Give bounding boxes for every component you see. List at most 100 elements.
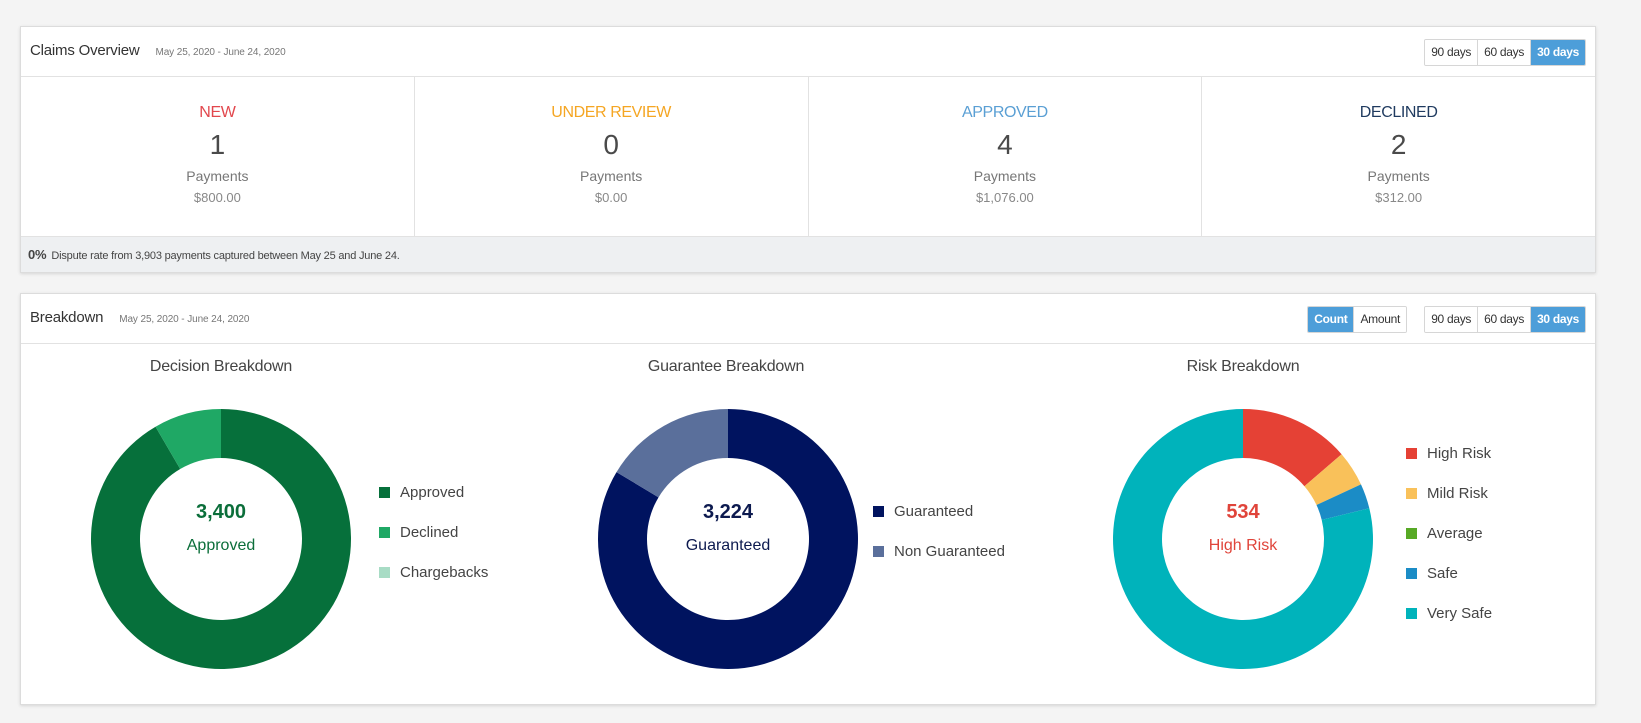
metric-amount-button[interactable]: Amount (1353, 307, 1406, 332)
stat-amount: $0.00 (594, 190, 628, 205)
legend-label: Average (1427, 524, 1483, 542)
stat-declined[interactable]: DECLINED 2 Payments $312.00 (1201, 77, 1595, 236)
stat-unit: Payments (973, 168, 1036, 184)
decision-breakdown-chart: Decision Breakdown 3,400 Approved Approv… (21, 344, 541, 704)
legend-swatch (873, 505, 884, 517)
legend-label: Non Guaranteed (894, 542, 1005, 560)
legend-swatch (379, 526, 390, 538)
breakdown-date-range: May 25, 2020 - June 24, 2020 (119, 314, 250, 325)
claims-overview-header: Claims Overview May 25, 2020 - June 24, … (21, 27, 1595, 77)
stat-label: DECLINED (1359, 104, 1438, 121)
metric-count-button[interactable]: Count (1308, 307, 1354, 332)
stat-amount: $312.00 (1375, 190, 1423, 205)
legend-label: High Risk (1427, 444, 1492, 462)
legend-item-very-safe[interactable]: Very Safe (1406, 603, 1492, 623)
chart-title: Guarantee Breakdown (647, 358, 805, 375)
risk-donut (1113, 409, 1373, 669)
breakdown-range-90-button[interactable]: 90 days (1425, 307, 1478, 332)
legend-item-chargebacks[interactable]: Chargebacks (379, 562, 488, 582)
stat-label: UNDER REVIEW (551, 104, 671, 121)
metric-toggle: Count Amount (1307, 306, 1407, 333)
claims-range-90-button[interactable]: 90 days (1425, 40, 1478, 65)
guarantee-breakdown-chart: Guarantee Breakdown 3,224 Guaranteed Gua… (541, 344, 1061, 704)
decision-legend: Approved Declined Chargebacks (379, 482, 488, 602)
donut-center-label: High Risk (1208, 537, 1278, 554)
legend-swatch (1406, 447, 1417, 459)
donut-slice-non-guaranteed[interactable] (616, 409, 728, 498)
claims-range-toggle: 90 days 60 days 30 days (1424, 39, 1586, 66)
stat-amount: $1,076.00 (975, 190, 1034, 205)
stat-under-review[interactable]: UNDER REVIEW 0 Payments $0.00 (413, 77, 808, 236)
legend-swatch (379, 566, 390, 578)
legend-label: Chargebacks (400, 563, 489, 581)
legend-label: Guaranteed (894, 502, 974, 520)
claims-date-range: May 25, 2020 - June 24, 2020 (155, 47, 286, 58)
donut-center-label: Approved (186, 537, 256, 554)
stat-unit: Payments (186, 168, 249, 184)
donut-slice-guaranteed[interactable] (598, 409, 858, 669)
donut-slice-very-safe[interactable] (1113, 409, 1373, 669)
chart-title: Decision Breakdown (149, 358, 293, 375)
legend-label: Approved (400, 483, 465, 501)
breakdown-range-30-button[interactable]: 30 days (1530, 307, 1585, 332)
donut-slice-approved[interactable] (90, 409, 351, 669)
claims-range-30-button[interactable]: 30 days (1530, 40, 1585, 65)
donut-slice-safe[interactable] (1316, 484, 1370, 520)
panel-title: Breakdown May 25, 2020 - June 24, 2020 (30, 309, 249, 326)
breakdown-range-60-button[interactable]: 60 days (1477, 307, 1531, 332)
legend-label: Declined (400, 523, 459, 541)
risk-breakdown-chart: Risk Breakdown 534 High Risk High Risk M… (1061, 344, 1597, 704)
legend-swatch (1406, 567, 1417, 579)
legend-item-non-guaranteed[interactable]: Non Guaranteed (873, 541, 1005, 561)
stat-unit: Payments (580, 168, 643, 184)
risk-legend: High Risk Mild Risk Average Safe Very Sa… (1406, 443, 1492, 643)
claims-overview-panel: Claims Overview May 25, 2020 - June 24, … (20, 26, 1596, 273)
stat-amount: $800.00 (193, 190, 241, 205)
claims-range-60-button[interactable]: 60 days (1477, 40, 1531, 65)
stat-count: 0 (603, 129, 619, 160)
legend-label: Mild Risk (1427, 484, 1488, 502)
breakdown-range-toggle: 90 days 60 days 30 days (1424, 306, 1586, 333)
stat-label: APPROVED (962, 104, 1048, 121)
dispute-rate-value: 0% (28, 247, 47, 262)
decision-donut (90, 409, 351, 669)
stat-approved[interactable]: APPROVED 4 Payments $1,076.00 (807, 77, 1202, 236)
guarantee-donut (598, 409, 858, 669)
legend-item-approved[interactable]: Approved (379, 482, 488, 502)
legend-swatch (873, 545, 884, 557)
legend-item-declined[interactable]: Declined (379, 522, 488, 542)
stat-count: 4 (997, 129, 1013, 160)
legend-item-guaranteed[interactable]: Guaranteed (873, 501, 1005, 521)
donut-slice-high-risk[interactable] (1243, 409, 1342, 487)
legend-item-high-risk[interactable]: High Risk (1406, 443, 1492, 463)
breakdown-panel: Breakdown May 25, 2020 - June 24, 2020 C… (20, 293, 1596, 705)
legend-label: Safe (1427, 564, 1458, 582)
stat-new[interactable]: NEW 1 Payments $800.00 (21, 77, 414, 236)
legend-swatch (1406, 607, 1417, 619)
legend-item-average[interactable]: Average (1406, 523, 1492, 543)
legend-label: Very Safe (1427, 604, 1493, 622)
donut-center-value: 534 (1226, 501, 1260, 523)
panel-title: Claims Overview May 25, 2020 - June 24, … (30, 42, 286, 59)
legend-item-safe[interactable]: Safe (1406, 563, 1492, 583)
donut-center-label: Guaranteed (685, 537, 771, 554)
legend-swatch (379, 486, 390, 498)
donut-slice-declined[interactable] (155, 409, 221, 470)
legend-swatch (1406, 487, 1417, 499)
chart-title: Risk Breakdown (1186, 358, 1300, 375)
donut-slice-mild-risk[interactable] (1304, 454, 1361, 505)
guarantee-legend: Guaranteed Non Guaranteed (873, 501, 1005, 581)
donut-center-value: 3,400 (195, 501, 247, 523)
stat-unit: Payments (1367, 168, 1430, 184)
stat-count: 2 (1390, 129, 1407, 160)
donut-center-value: 3,224 (702, 501, 754, 523)
legend-item-mild-risk[interactable]: Mild Risk (1406, 483, 1492, 503)
claims-overview-title: Claims Overview (30, 42, 140, 59)
dispute-rate-bar: 0% Dispute rate from 3,903 payments captu… (21, 237, 1595, 272)
stat-count: 1 (209, 129, 226, 160)
stat-label: NEW (199, 104, 236, 121)
legend-swatch (1406, 527, 1417, 539)
claims-stats-row: NEW 1 Payments $800.00 UNDER REVIEW 0 Pa… (21, 77, 1595, 237)
breakdown-title: Breakdown (30, 309, 104, 326)
dispute-rate-text: Dispute rate from 3,903 payments capture… (51, 250, 400, 262)
